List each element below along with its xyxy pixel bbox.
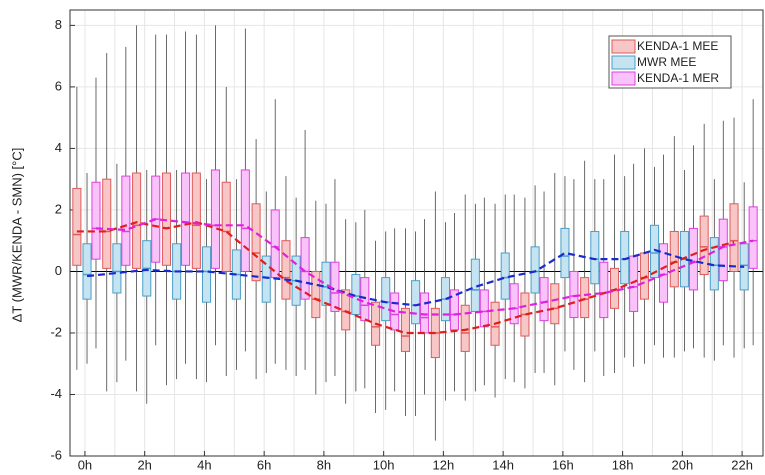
box [699,215,709,276]
box [610,267,620,309]
box [311,270,321,319]
box [251,203,261,282]
x-tick-label: 2h [137,457,151,472]
x-tick-label: 8h [317,457,331,472]
box [420,292,430,334]
x-tick-label: 22h [731,457,753,472]
y-tick-label: 0 [55,263,62,278]
x-tick-label: 0h [78,457,92,472]
box [82,243,92,300]
box [479,289,489,328]
box [91,181,101,260]
box [381,277,391,322]
legend-swatch [611,71,636,86]
box [729,203,739,272]
mean-line [95,218,754,316]
legend-label: KENDA-1 MER [637,71,719,85]
box [121,175,131,266]
box [748,206,758,269]
box [221,181,231,272]
box [191,172,201,269]
box [460,304,470,352]
box [321,261,331,306]
box [530,246,540,294]
box [341,289,351,331]
box [550,283,560,325]
legend-label: KENDA-1 MEE [637,39,718,53]
box [449,289,459,331]
box [669,230,679,288]
box [560,227,570,279]
x-tick-label: 4h [197,457,211,472]
legend-swatch [611,55,636,70]
box [330,261,340,312]
y-tick-label: 4 [55,140,62,155]
y-tick-label: 6 [55,78,62,93]
box [261,255,271,303]
box [210,169,221,269]
x-tick-label: 10h [373,457,395,472]
box [181,172,191,266]
x-tick-label: 16h [552,457,574,472]
box [688,227,698,291]
box [240,169,250,272]
plot-frame [69,9,764,457]
box [400,307,410,352]
mean-line [86,248,745,307]
mean-line [76,221,735,335]
x-tick-label: 12h [433,457,455,472]
box [539,277,549,322]
box [580,277,590,319]
box [270,209,280,279]
y-tick-label: -6 [50,447,62,462]
y-tick-label: 8 [55,17,62,32]
box [72,187,82,266]
y-tick-label: -2 [50,324,62,339]
y-axis-label: ΔT (MWR/KENDA - SMN) [°C] [9,148,24,323]
box [509,283,519,325]
box [599,261,609,319]
box [281,240,291,300]
box [201,246,212,303]
box [102,178,112,269]
box [132,172,142,269]
x-tick-label: 18h [612,457,634,472]
box [112,243,122,294]
legend: KENDA-1 MEE MWR MEE KENDA-1 MER [608,35,732,89]
box [718,218,728,282]
box [658,243,669,303]
box [569,270,579,319]
y-tick-label: -4 [50,386,62,401]
x-tick-label: 14h [492,457,514,472]
legend-swatch [611,39,636,54]
box [629,255,639,312]
x-tick-label: 6h [257,457,271,472]
box [411,280,421,325]
box [360,277,370,322]
legend-label: MWR MEE [637,55,696,69]
x-tick-label: 20h [671,457,693,472]
y-tick-label: 2 [55,201,62,216]
